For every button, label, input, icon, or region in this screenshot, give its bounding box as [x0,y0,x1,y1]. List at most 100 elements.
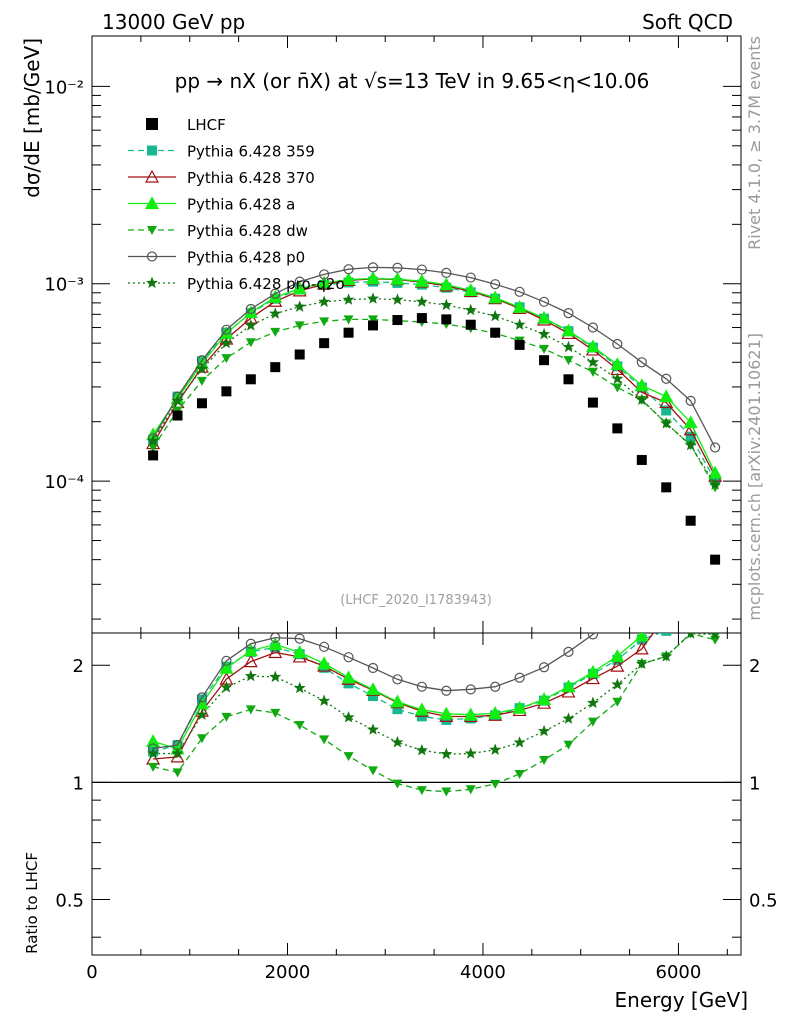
data-point-pythia-6-428-pro-q2o [489,309,502,322]
ratio-tick-label: 1 [749,773,760,794]
data-point-pythia-6-428-p0 [294,276,305,287]
data-point-pythia-6-428-pro-q2o [366,292,380,304]
data-point-pythia-6-428-pro-q2o [513,318,526,330]
data-point-pythia-6-428-p0 [612,338,623,350]
data-point-pythia-6-428-pro-q2o [171,394,184,406]
ratio-point-pythia-6-428-pro-q2o [391,735,404,748]
ratio-point-pythia-6-428-dw [514,769,525,779]
ratio-point-pythia-6-428-pro-q2o [513,736,526,748]
ratio-point-pythia-6-428-dw [148,762,159,772]
data-point-lhcf [172,410,183,421]
data-point-pythia-6-428-p0 [563,308,574,319]
ratio-point-pythia-6-428-pro-q2o [220,681,233,693]
ratio-tick-label: 2 [73,656,84,677]
data-point-pythia-6-428-p0 [661,373,672,384]
data-point-pythia-6-428-pro-q2o [293,300,306,312]
legend-marker [147,145,157,156]
ratio-point-pythia-6-428-a [709,605,721,616]
data-point-pythia-6-428-a [488,290,503,304]
ratio-tick-label: 0.5 [55,890,84,911]
data-point-pythia-6-428-dw [319,317,330,327]
ratio-point-pythia-6-428-pro-q2o [562,712,575,724]
ratio-point-pythia-6-428-p0 [613,612,622,621]
legend-label: Pythia 6.428 a [187,196,295,214]
data-point-lhcf [148,450,159,461]
data-point-pythia-6-428-a [537,310,552,324]
data-point-pythia-6-428-p0 [587,322,599,333]
ratio-point-pythia-6-428-370 [685,597,697,608]
data-point-lhcf [196,398,207,409]
ratio-point-pythia-6-428-359 [686,612,696,622]
data-point-pythia-6-428-a [561,323,576,337]
ratio-y-axis-label: Ratio to LHCF [23,852,41,954]
data-point-lhcf [441,314,452,325]
data-point-lhcf [294,349,305,360]
data-point-lhcf [416,313,427,324]
data-point-pythia-6-428-a [439,277,454,291]
data-point-pythia-6-428-dw [612,383,623,393]
data-point-pythia-6-428-pro-q2o [684,438,697,451]
y-tick-label: 10⁻² [44,77,84,98]
ratio-point-pythia-6-428-dw [294,720,305,730]
data-point-pythia-6-428-p0 [245,303,256,315]
ratio-point-pythia-6-428-dw [245,705,256,715]
x-tick-label: 0 [86,962,97,983]
series-line-pythia-6-428-370 [152,278,716,477]
data-point-pythia-6-428-pro-q2o [660,417,673,429]
ratio-point-pythia-6-428-a [146,734,161,748]
data-point-pythia-6-428-a [317,275,332,289]
legend-label: LHCF [187,116,226,134]
ratio-point-pythia-6-428-p0 [416,681,427,692]
data-point-pythia-6-428-a [659,389,674,403]
ratio-point-pythia-6-428-a [610,649,625,662]
ratio-point-pythia-6-428-p0 [514,672,525,683]
data-layer [146,262,723,797]
ratio-point-pythia-6-428-p0 [441,685,452,696]
x-tick-label: 2000 [265,962,311,983]
ratio-point-pythia-6-428-359 [392,704,403,715]
data-point-lhcf [465,319,476,330]
data-point-pythia-6-428-a [708,465,723,479]
data-point-lhcf [368,320,379,331]
data-point-pythia-6-428-dw [343,315,354,325]
ratio-point-pythia-6-428-pro-q2o [366,723,380,735]
data-point-lhcf [612,423,623,434]
ratio-point-pythia-6-428-dw [392,779,403,789]
ratio-point-pythia-6-428-p0 [343,652,354,663]
ratio-point-pythia-6-428-dw [416,786,427,796]
ratio-point-pythia-6-428-dw [368,766,379,776]
ratio-point-pythia-6-428-dw [172,768,183,778]
header-right: Soft QCD [642,10,733,34]
data-point-lhcf [245,374,256,385]
data-point-pythia-6-428-pro-q2o [147,434,160,447]
ratio-point-pythia-6-428-a [512,700,527,714]
ratio-point-pythia-6-428-p0 [490,681,501,692]
data-point-pythia-6-428-pro-q2o [415,295,428,308]
ratio-line-pythia-6-428-dw [152,633,716,793]
data-point-lhcf [636,454,647,465]
data-point-pythia-6-428-p0 [538,296,550,307]
ratio-point-pythia-6-428-a [439,706,454,720]
ratio-plot-frame [91,632,742,956]
plot-title: pp → nX (or n̄X) at √s=13 TeV in 9.65<η<… [175,69,650,93]
ratio-point-pythia-6-428-pro-q2o [660,650,673,662]
ratio-point-pythia-6-428-pro-q2o [464,747,477,759]
data-point-pythia-6-428-a [365,271,381,284]
ratio-point-pythia-6-428-a [341,670,356,684]
ratio-point-pythia-6-428-pro-q2o [293,681,306,694]
y-axis-label: dσ/dE [mb/GeV] [20,38,44,198]
ratio-point-pythia-6-428-pro-q2o [489,743,502,756]
series-line-pythia-6-428-p0 [152,266,716,448]
mcplots-label: mcplots.cern.ch [arXiv:2401.10621] [745,333,764,621]
data-point-pythia-6-428-359 [661,405,672,416]
x-axis-label: Energy [GeV] [615,988,748,1012]
legend-label: Pythia 6.428 pro-q2o [187,275,345,293]
data-point-lhcf [539,355,550,366]
data-point-pythia-6-428-a [610,357,625,371]
legend: LHCF Pythia 6.428 359 Pythia 6.428 370 Pyth… [128,116,345,293]
ratio-point-pythia-6-428-p0 [367,662,379,674]
ratio-point-pythia-6-428-dw [441,787,452,797]
ratio-point-pythia-6-428-p0 [270,633,281,643]
ratio-point-pythia-6-428-370 [243,654,258,668]
